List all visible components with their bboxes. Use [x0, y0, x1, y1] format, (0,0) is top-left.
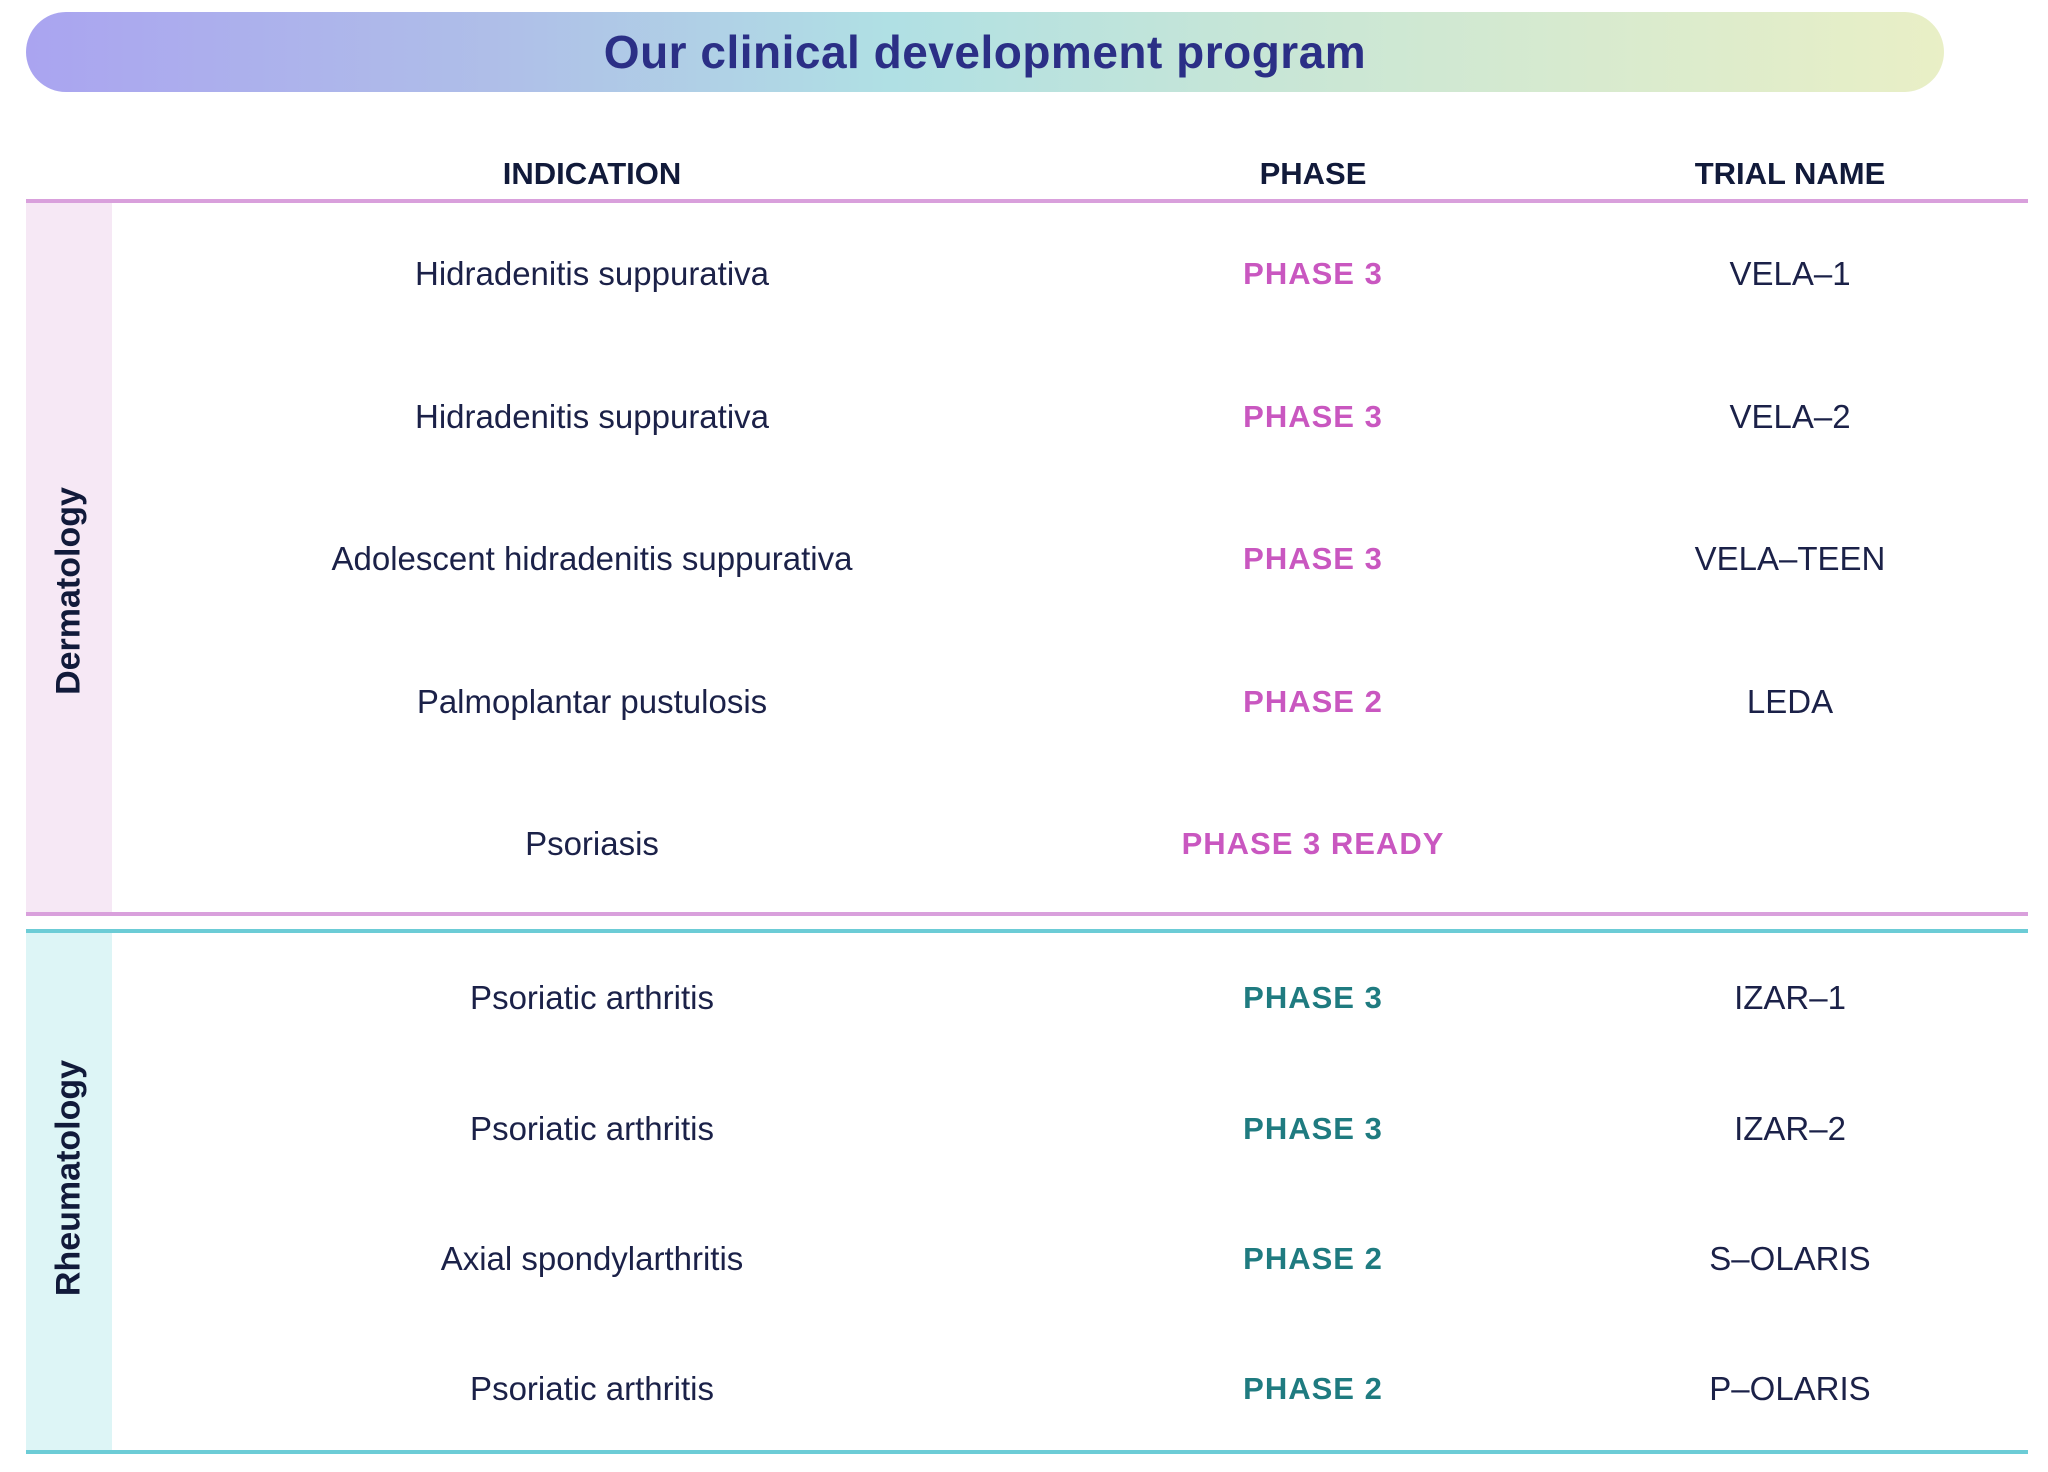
indication-cell: Adolescent hidradenitis suppurativa — [331, 540, 853, 577]
dermatology-divider — [26, 912, 2028, 916]
dermatology-band — [26, 203, 112, 912]
group-label-dermatology: Dermatology — [49, 487, 88, 695]
page-title: Our clinical development program — [603, 26, 1367, 78]
group-label-rheumatology: Rheumatology — [49, 1059, 88, 1297]
indication-cell: Psoriatic arthritis — [470, 979, 714, 1016]
trial-name-cell: IZAR–1 — [1734, 979, 1846, 1016]
phase-cell: PHASE 3 — [1243, 541, 1383, 576]
indication-cell: Psoriasis — [525, 825, 659, 862]
header-trial-name: TRIAL NAME — [1694, 156, 1886, 191]
phase-cell: PHASE 3 — [1243, 1111, 1383, 1146]
trial-name-cell: VELA–1 — [1729, 255, 1851, 292]
phase-cell: PHASE 3 — [1243, 399, 1383, 434]
indication-cell: Hidradenitis suppurativa — [414, 398, 770, 435]
indication-cell: Palmoplantar pustulosis — [416, 683, 768, 720]
header-divider — [26, 199, 2028, 203]
rheumatology-bottom-divider — [26, 1450, 2028, 1454]
header-indication: INDICATION — [502, 156, 682, 191]
phase-cell: PHASE 3 — [1243, 980, 1383, 1015]
trial-name-cell: VELA–TEEN — [1694, 540, 1886, 577]
phase-cell: PHASE 3 — [1243, 256, 1383, 291]
trial-name-cell: LEDA — [1746, 683, 1834, 720]
trial-name-cell: P–OLARIS — [1709, 1370, 1871, 1407]
rheumatology-band — [26, 933, 112, 1450]
rheumatology-top-divider — [26, 929, 2028, 933]
trial-name-cell: S–OLARIS — [1709, 1240, 1871, 1277]
phase-cell: PHASE 2 — [1243, 684, 1383, 719]
phase-cell: PHASE 3 READY — [1181, 826, 1445, 861]
trial-name-cell: IZAR–2 — [1734, 1110, 1846, 1147]
phase-cell: PHASE 2 — [1243, 1371, 1383, 1406]
trial-name-cell: VELA–2 — [1729, 398, 1851, 435]
indication-cell: Hidradenitis suppurativa — [414, 255, 770, 292]
indication-cell: Psoriatic arthritis — [470, 1370, 714, 1407]
indication-cell: Psoriatic arthritis — [470, 1110, 714, 1147]
phase-cell: PHASE 2 — [1243, 1241, 1383, 1276]
title-banner: Our clinical development program — [26, 12, 1944, 92]
header-phase: PHASE — [1259, 156, 1367, 191]
indication-cell: Axial spondylarthritis — [440, 1240, 744, 1277]
